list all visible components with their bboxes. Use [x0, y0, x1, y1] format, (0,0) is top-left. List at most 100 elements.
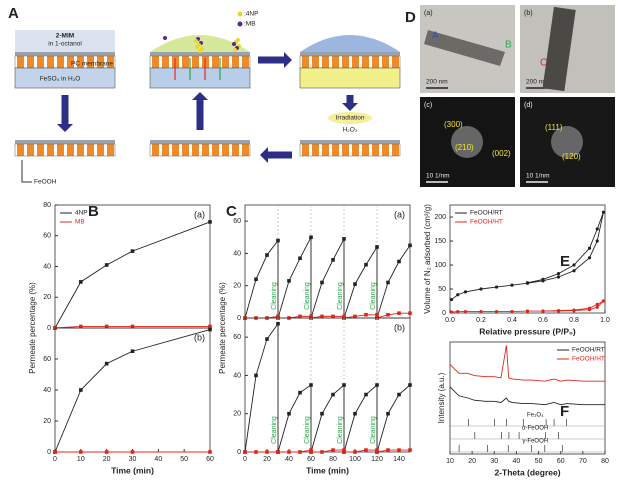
pore-column [212, 56, 219, 68]
legend-label: MB [75, 219, 85, 226]
data-point [541, 309, 545, 313]
pore-column [392, 144, 399, 156]
data-point [298, 450, 302, 454]
pore-column [342, 56, 349, 68]
annotation: Cleaning [271, 416, 278, 444]
pore-column [67, 56, 74, 68]
y-tick-label: 200 [434, 214, 446, 221]
data-point [601, 299, 606, 303]
annotation: Cleaning [370, 416, 377, 444]
data-point [494, 309, 499, 314]
y-tick-label: 0 [442, 310, 446, 317]
y-tick-label: 20 [233, 283, 241, 290]
data-point [320, 314, 324, 319]
plot-frame [244, 204, 411, 319]
legend-label: FeOOH/HT [470, 219, 503, 226]
data-point [456, 309, 460, 314]
scale-label: 200 nm [526, 79, 548, 86]
data-point [601, 210, 606, 214]
data-point [364, 262, 368, 267]
data-point [525, 309, 530, 313]
data-point [287, 450, 291, 454]
subplot-title: (b) [194, 332, 205, 342]
x-tick-label: 50 [180, 456, 188, 463]
data-point [572, 308, 576, 312]
series-line [244, 322, 411, 453]
data-point [276, 450, 280, 454]
pore-column [312, 144, 319, 156]
data-point [408, 383, 412, 387]
data-point [265, 253, 269, 257]
data-point [572, 269, 576, 273]
panel-letter: D [405, 9, 416, 26]
x-tick-label: 1.0 [600, 317, 610, 324]
pore-column [87, 144, 94, 156]
data-point [364, 448, 368, 452]
x-tick-label: 40 [154, 456, 162, 463]
data-point [572, 263, 576, 267]
data-point [342, 448, 346, 452]
data-point [104, 450, 109, 454]
pore-column [372, 144, 379, 156]
schematic-label: H₂O₂ [343, 127, 358, 134]
pore-column [37, 144, 44, 156]
pore-column [152, 56, 159, 68]
pore-column [202, 144, 209, 156]
schematic-label: FeSO₄ in H₂O [40, 76, 81, 83]
data-point [353, 450, 357, 454]
data-point [375, 448, 379, 452]
x-tick-label: 50 [535, 458, 543, 465]
region-label: C [540, 58, 547, 69]
x-tick-label: 80 [329, 456, 337, 463]
x-tick-label: 140 [393, 456, 405, 463]
data-point [130, 324, 135, 329]
product-pointer [21, 160, 32, 183]
data-point [463, 290, 468, 294]
y-tick-label: 80 [43, 202, 51, 209]
panel-letter: F [560, 403, 569, 420]
data-point [331, 258, 335, 262]
nanotube [424, 30, 505, 66]
data-point [208, 327, 212, 332]
data-point [463, 309, 468, 314]
data-point [364, 312, 368, 317]
membrane-body [299, 143, 401, 157]
data-point [331, 392, 335, 397]
plane-label: (111) [545, 123, 563, 132]
annotation: Cleaning [337, 416, 344, 444]
data-point [479, 287, 483, 291]
data-point [79, 450, 83, 454]
data-point [353, 314, 357, 319]
plot-frame [449, 341, 606, 455]
data-point [309, 450, 313, 454]
image-tag: (a) [424, 10, 433, 17]
legend-mb [237, 21, 243, 27]
data-point [331, 448, 335, 452]
series-line [54, 221, 211, 329]
pore-column [222, 144, 229, 156]
x-tick-label: 0.6 [538, 317, 548, 324]
data-point [541, 277, 545, 281]
pore-column [302, 144, 309, 156]
x-tick-label: 60 [307, 456, 315, 463]
data-point [353, 411, 357, 416]
x-axis-label: 2-Theta (degree) [494, 467, 560, 477]
x-tick-label: 0.4 [507, 317, 517, 324]
pore-column [352, 144, 359, 156]
schematic-label: Irradiation [336, 115, 365, 122]
pore-column [27, 56, 34, 68]
data-point [510, 283, 514, 287]
pore-column [392, 56, 399, 68]
membrane-top [150, 140, 250, 144]
pore-column [47, 144, 54, 156]
pore-column [332, 56, 339, 68]
data-point [595, 302, 599, 306]
x-tick-label: 0.2 [476, 317, 486, 324]
series-line [245, 312, 410, 319]
data-point [386, 448, 390, 452]
pore-column [77, 144, 84, 156]
data-point [408, 243, 412, 248]
data-point [397, 311, 401, 315]
data-point [587, 306, 592, 310]
schematic-label: PC membrane [71, 61, 113, 68]
